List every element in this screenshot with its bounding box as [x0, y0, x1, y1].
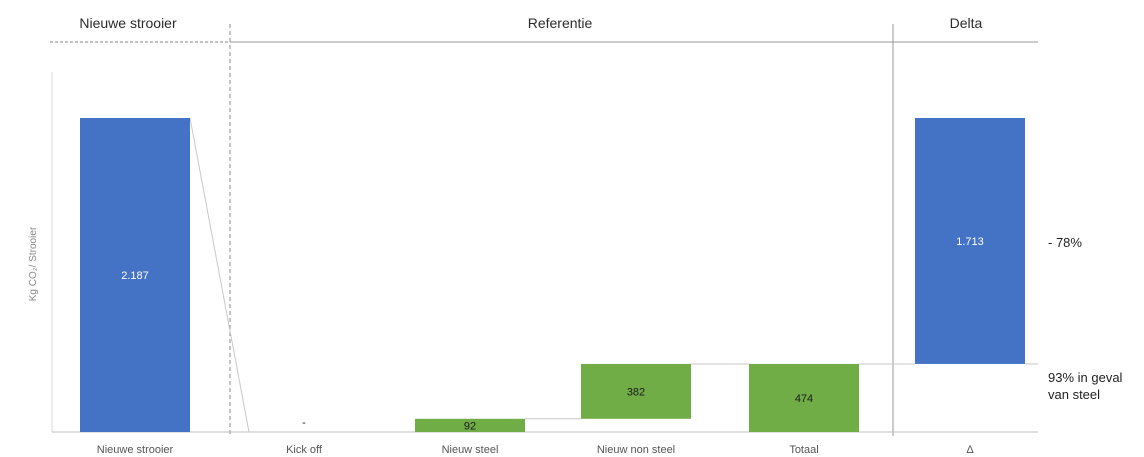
bar-nieuwe-strooier: [80, 118, 190, 432]
category-label-delta: Δ: [966, 444, 974, 456]
category-label-kick-off: Kick off: [286, 444, 323, 456]
category-label-nieuw-steel: Nieuw steel: [442, 444, 499, 456]
bar-delta: [915, 118, 1025, 364]
connector-diagonal: [189, 117, 250, 433]
category-labels: Nieuwe strooier Kick off Nieuw steel Nieuw …: [97, 444, 975, 456]
category-label-nieuw-non-steel: Nieuw non steel: [597, 444, 675, 456]
section-title-left: Nieuwe strooier: [79, 15, 177, 31]
value-label-totaal: 474: [795, 393, 813, 405]
bar-nieuw-steel: [415, 418, 525, 432]
bars-group: [80, 118, 1025, 432]
value-label-nieuw-steel: 92: [464, 420, 476, 432]
section-title-right: Delta: [950, 15, 983, 31]
bar-totaal: [749, 363, 859, 432]
connector-lines: [189, 117, 1038, 433]
section-title-middle: Referentie: [528, 15, 593, 31]
value-label-delta: 1.713: [956, 236, 984, 248]
category-label-nieuwe-strooier: Nieuwe strooier: [97, 444, 174, 456]
value-labels: 2.187 - 92 382 474 1.713: [121, 236, 984, 432]
steel-annotation-line2: van steel: [1048, 387, 1100, 402]
y-axis-label: Kg CO₂/ Strooier: [28, 226, 39, 301]
value-label-nieuw-non-steel: 382: [627, 386, 645, 398]
value-label-kick-off: -: [302, 417, 306, 429]
reduction-annotation: - 78%: [1048, 235, 1082, 250]
bar-nieuw-non-steel: [581, 363, 691, 419]
category-label-totaal: Totaal: [789, 444, 818, 456]
value-label-nieuwe-strooier: 2.187: [121, 270, 149, 282]
steel-annotation-line1: 93% in geval: [1048, 370, 1123, 385]
